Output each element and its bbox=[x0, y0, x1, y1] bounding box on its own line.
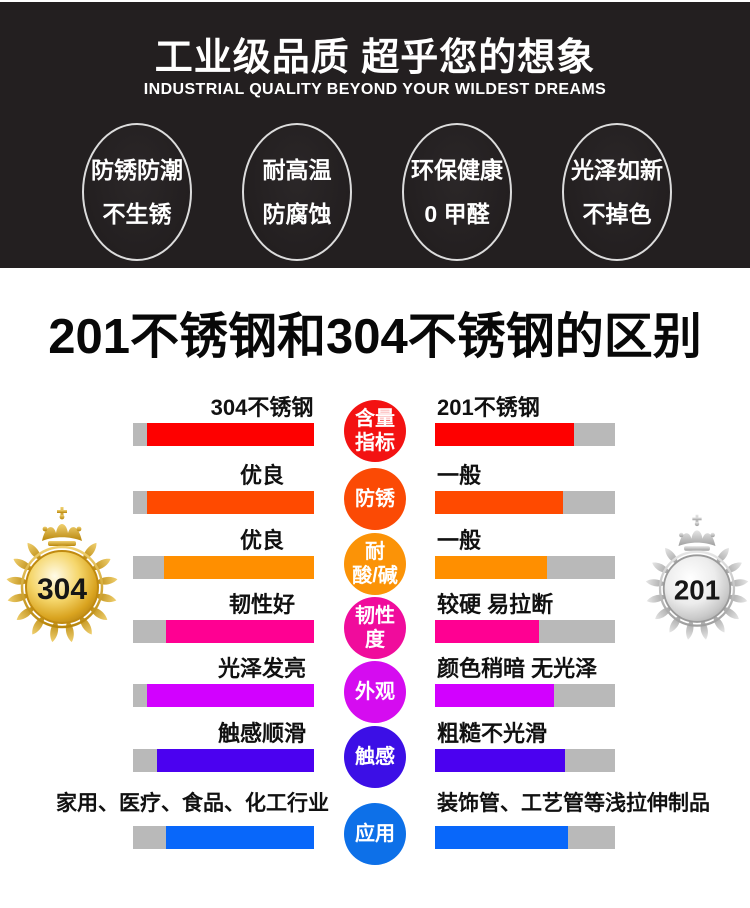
metric-line: 指标 bbox=[355, 432, 395, 454]
metric-line: 外观 bbox=[355, 681, 395, 703]
left-value-label: 光泽发亮 bbox=[217, 656, 306, 681]
right-value-label: 一般 bbox=[437, 463, 482, 488]
feature-circle-rustproof: 防锈防潮 不生锈 bbox=[82, 123, 192, 261]
left-bar-fill bbox=[147, 423, 314, 446]
left-bar-track bbox=[133, 556, 314, 579]
feature-line: 防腐蚀 bbox=[262, 201, 332, 227]
feature-line: 不掉色 bbox=[582, 201, 652, 227]
left-bar-fill bbox=[165, 826, 314, 849]
medal-label-201: 201 bbox=[674, 575, 720, 606]
header-subtitle: INDUSTRIAL QUALITY BEYOND YOUR WILDEST D… bbox=[143, 81, 607, 98]
header-banner: 工业级品质 超乎您的想象 INDUSTRIAL QUALITY BEYOND Y… bbox=[0, 2, 750, 268]
metric-line: 应用 bbox=[355, 823, 395, 845]
left-bar-fill bbox=[147, 684, 314, 707]
metric-badge: 应用 bbox=[344, 803, 406, 865]
comparison-row-application: 家用、医疗、食品、化工行业 装饰管、工艺管等浅拉伸制品 应用 bbox=[0, 792, 750, 865]
right-value-label: 粗糙不光滑 bbox=[437, 721, 548, 746]
left-bar-fill bbox=[165, 620, 314, 643]
crown-icon bbox=[678, 514, 716, 551]
metric-line: 触感 bbox=[355, 746, 395, 768]
left-bar-fill bbox=[147, 491, 314, 514]
metric-line: 酸/碱 bbox=[352, 565, 398, 587]
right-bar-fill bbox=[435, 684, 554, 707]
right-bar-track bbox=[435, 491, 615, 514]
left-bar-track bbox=[133, 620, 314, 643]
left-bar-fill bbox=[156, 749, 314, 772]
metric-line: 含量 bbox=[355, 408, 395, 430]
right-value-label: 201不锈钢 bbox=[437, 395, 540, 420]
comparison-row-touch: 触感顺滑 粗糙不光滑 触感 bbox=[0, 721, 750, 788]
feature-line: 环保健康 bbox=[411, 157, 503, 183]
right-bar-track bbox=[435, 423, 615, 446]
medal-label-304: 304 bbox=[37, 573, 87, 606]
metric-line: 防锈 bbox=[355, 488, 395, 510]
left-bar-track bbox=[133, 423, 314, 446]
left-value-label: 家用、医疗、食品、化工行业 bbox=[56, 792, 329, 815]
right-bar-fill bbox=[435, 749, 565, 772]
feature-circle-eco-friendly: 环保健康 0 甲醛 bbox=[402, 123, 512, 261]
right-bar-track bbox=[435, 556, 615, 579]
feature-line: 耐高温 bbox=[262, 157, 332, 183]
header-title: 工业级品质 超乎您的想象 bbox=[154, 37, 596, 79]
right-bar-track bbox=[435, 620, 615, 643]
right-bar-fill bbox=[435, 491, 563, 514]
feature-line: 防锈防潮 bbox=[91, 157, 183, 183]
left-bar-track bbox=[133, 491, 314, 514]
right-bar-track bbox=[435, 826, 615, 849]
right-bar-track bbox=[435, 749, 615, 772]
feature-line: 不生锈 bbox=[102, 201, 172, 227]
right-value-label: 一般 bbox=[437, 528, 482, 553]
left-value-label: 优良 bbox=[239, 463, 284, 488]
gold-medal-304: 304 bbox=[6, 507, 118, 643]
left-value-label: 触感顺滑 bbox=[217, 721, 306, 746]
metric-badge: 韧性 度 bbox=[344, 597, 406, 659]
feature-circles: 防锈防潮 不生锈 耐高温 防腐蚀 环保健康 0 甲醛 光泽如新 不掉色 bbox=[0, 123, 750, 263]
comparison-row-appearance: 光泽发亮 颜色稍暗 无光泽 外观 bbox=[0, 656, 750, 723]
right-value-label: 颜色稍暗 无光泽 bbox=[437, 656, 598, 681]
left-value-label: 韧性好 bbox=[228, 592, 295, 617]
metric-badge: 含量 指标 bbox=[344, 400, 406, 462]
right-bar-fill bbox=[435, 620, 540, 643]
left-bar-track bbox=[133, 826, 314, 849]
comparison-row-acid: 优良 一般 耐 酸/碱 bbox=[0, 528, 750, 595]
feature-line: 光泽如新 bbox=[571, 157, 663, 183]
silver-medal-201: 201 bbox=[645, 514, 749, 641]
left-bar-fill bbox=[163, 556, 314, 579]
right-value-label: 较硬 易拉断 bbox=[437, 592, 554, 617]
metric-line: 度 bbox=[365, 629, 385, 651]
right-bar-fill bbox=[435, 423, 574, 446]
left-value-label: 优良 bbox=[239, 528, 284, 553]
right-value-label: 装饰管、工艺管等浅拉伸制品 bbox=[437, 792, 710, 815]
metric-badge: 耐 酸/碱 bbox=[344, 533, 406, 595]
right-bar-fill bbox=[435, 556, 547, 579]
comparison-row-rust: 优良 一般 防锈 bbox=[0, 463, 750, 530]
metric-line: 韧性 bbox=[355, 605, 395, 627]
feature-circle-lasting-shine: 光泽如新 不掉色 bbox=[562, 123, 672, 261]
section-title: 201不锈钢和304不锈钢的区别 bbox=[48, 310, 702, 364]
metric-line: 耐 bbox=[365, 541, 385, 563]
feature-line: 0 甲醛 bbox=[424, 201, 490, 227]
left-bar-track bbox=[133, 749, 314, 772]
metric-badge: 外观 bbox=[344, 661, 406, 723]
feature-circle-heat-resistant: 耐高温 防腐蚀 bbox=[242, 123, 352, 261]
metric-badge: 防锈 bbox=[344, 468, 406, 530]
right-bar-fill bbox=[435, 826, 569, 849]
crown-icon bbox=[42, 507, 82, 546]
comparison-row-toughness: 韧性好 较硬 易拉断 韧性 度 bbox=[0, 592, 750, 659]
left-bar-track bbox=[133, 684, 314, 707]
comparison-row-content: 304不锈钢 201不锈钢 含量 指标 bbox=[0, 395, 750, 462]
metric-badge: 触感 bbox=[344, 726, 406, 788]
right-bar-track bbox=[435, 684, 615, 707]
left-value-label: 304不锈钢 bbox=[210, 395, 314, 420]
